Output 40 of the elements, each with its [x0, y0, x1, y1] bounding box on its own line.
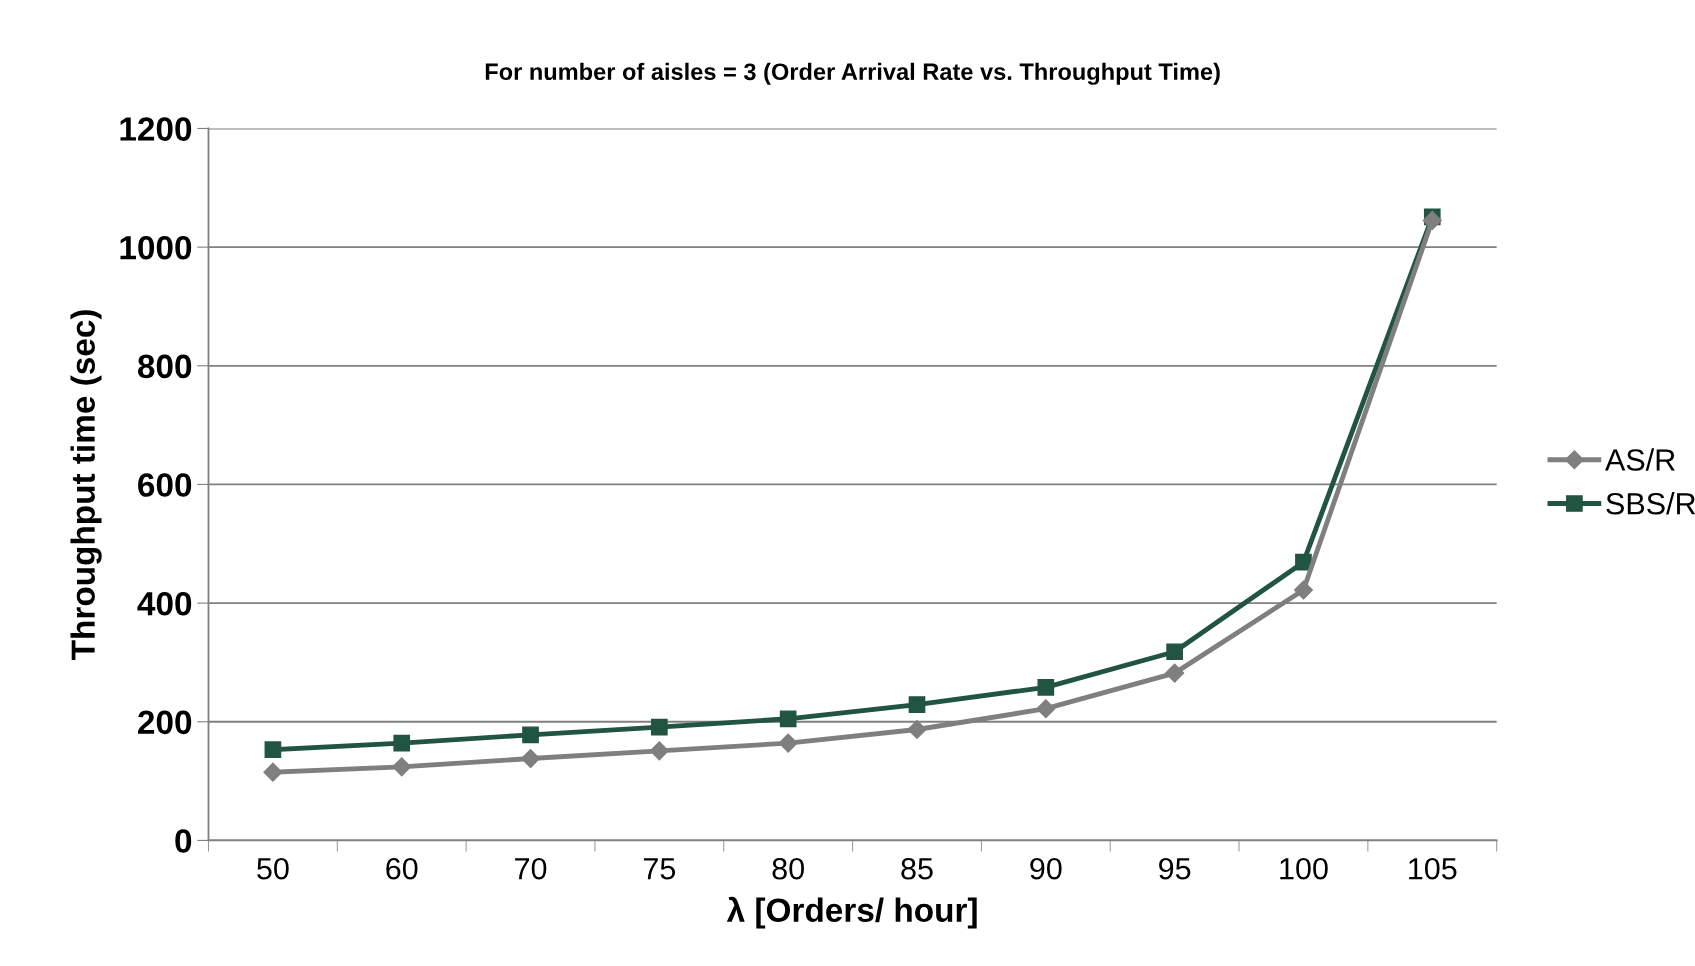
x-tick-label: 100 [1280, 857, 1328, 880]
point [908, 696, 926, 713]
point [649, 741, 669, 761]
point [907, 719, 927, 740]
y-axis-title: Throughput time (sec) [70, 310, 102, 660]
point [392, 757, 412, 777]
x-tick-label: 90 [1030, 857, 1062, 880]
point [263, 762, 283, 782]
point [264, 741, 282, 758]
x-tick-label: 50 [257, 857, 289, 880]
y-tick-label: 800 [137, 354, 192, 379]
y-tick-label: 200 [138, 710, 192, 735]
x-tick-label: 105 [1409, 857, 1457, 880]
point [778, 733, 798, 753]
legend-label: SBS/R [1606, 492, 1695, 515]
x-tick-label: 75 [643, 858, 676, 880]
point [393, 734, 411, 752]
y-tick-label: 400 [137, 591, 192, 616]
point [1036, 699, 1056, 719]
point [1166, 643, 1183, 661]
chart-title: For number of aisles = 3 (Order Arrival Rate vs. Throughput Time) [485, 62, 1220, 85]
point [1295, 553, 1312, 571]
legend-label: AS/R [1605, 448, 1675, 471]
point [651, 718, 668, 736]
x-tick-label: 70 [515, 857, 547, 880]
point [521, 749, 541, 769]
point [1165, 663, 1185, 683]
x-tick-label: 95 [1159, 857, 1191, 880]
point [1293, 580, 1313, 600]
x-tick-label: 80 [772, 857, 804, 880]
point [779, 710, 797, 728]
y-tick-label: 600 [138, 473, 192, 497]
x-tick-label: 60 [386, 857, 418, 880]
x-tick-label: 85 [901, 857, 933, 880]
y-tick-label: 1000 [120, 235, 192, 260]
point [522, 726, 539, 744]
y-tick-label: 0 [175, 829, 192, 853]
point [1037, 679, 1055, 696]
y-tick-label: 1200 [120, 117, 192, 141]
x-axis-title: λ [Orders/ hour] [726, 896, 977, 929]
